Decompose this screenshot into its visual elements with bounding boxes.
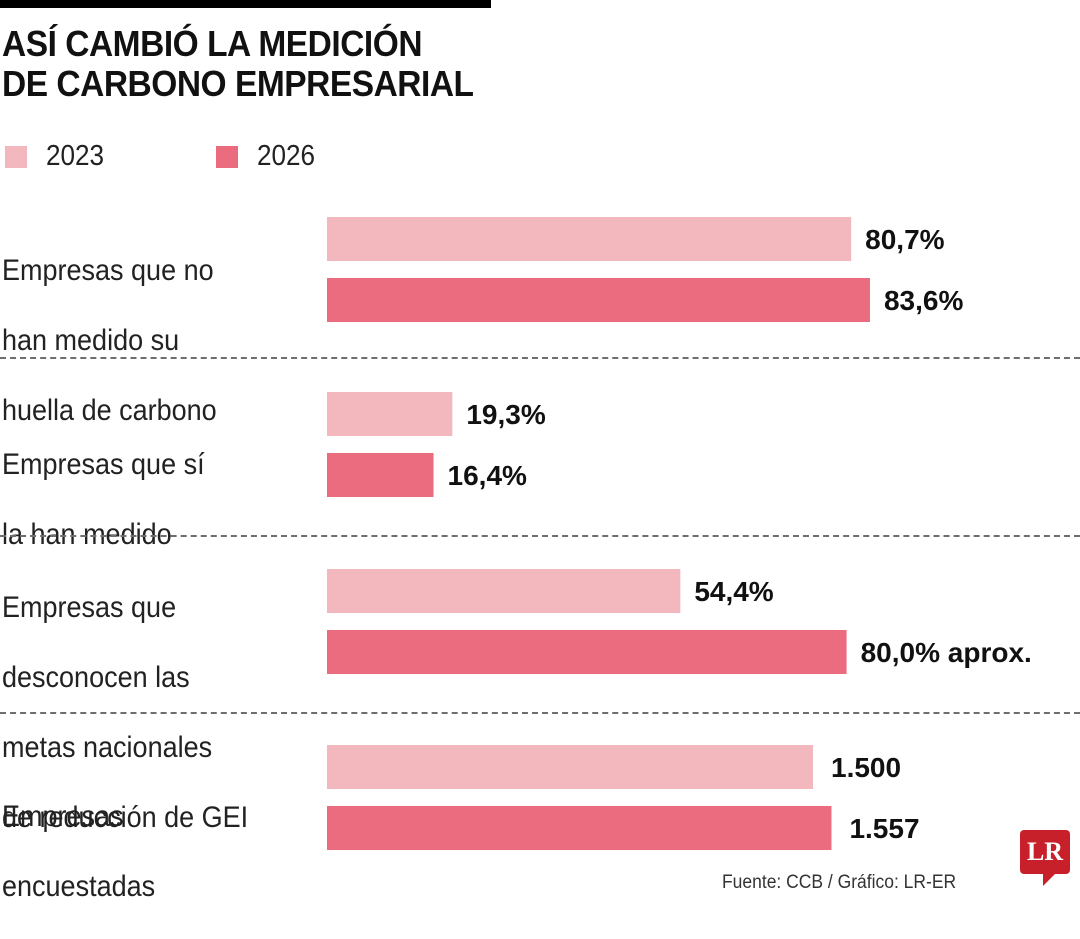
chart-title: ASÍ CAMBIÓ LA MEDICIÓN DE CARBONO EMPRES… [2,24,474,104]
category-label-line: Empresas que sí [2,448,205,481]
category-label-line: desconocen las [2,661,190,694]
bar-not-measured-2023 [327,217,852,261]
category-label-line: encuestadas [2,870,156,903]
category-label-line: han medido su [2,324,180,357]
category-label-surveyed: Empresas encuestadas [2,764,155,939]
bar-chart: 80,7% 19,3% 54,4% 1.500 83,6% 16,4% 80,0% apro… [327,217,1032,850]
value-label-not-measured-2023: 80,7% [865,224,944,255]
value-label-surveyed-2026: 1.557 [849,813,919,844]
legend-item-2026: 2026 [216,140,322,173]
category-label-line: Empresas que no [2,254,214,287]
group-divider [0,357,1080,359]
category-label-line: la han medido [2,518,172,551]
title-line-2: DE CARBONO EMPRESARIAL [2,63,474,104]
bar-surveyed-2023 [327,745,813,789]
bar-measured-2026 [327,453,434,497]
legend-swatch-2026 [216,145,238,168]
bar-surveyed-2026 [327,806,832,850]
value-label-unaware-goals-2023: 54,4% [694,576,773,607]
category-label-not-measured: Empresas que no han medido su huella de … [2,218,217,463]
category-label-unaware-goals: Empresas que desconocen las metas nacion… [2,555,248,870]
bar-unaware-goals-2026 [327,630,847,674]
value-label-measured-2026: 16,4% [448,460,527,491]
category-label-line: Empresas que [2,591,177,624]
value-label-surveyed-2023: 1.500 [831,752,901,783]
bar-unaware-goals-2023 [327,569,681,613]
legend-label-2026: 2026 [257,140,316,172]
title-line-1: ASÍ CAMBIÓ LA MEDICIÓN [2,23,423,64]
value-label-measured-2023: 19,3% [466,399,545,430]
lr-logo: LR [1020,830,1070,874]
bar-measured-2023 [327,392,453,436]
category-label-measured: Empresas que sí la han medido [2,412,205,587]
value-label-unaware-goals-2026: 80,0% aprox. [861,637,1032,668]
lr-logo-tail [1043,872,1057,886]
legend-item-2023: 2023 [5,140,111,173]
value-label-not-measured-2026: 83,6% [884,285,963,316]
category-label-line: huella de carbono [2,394,217,427]
top-rule [0,0,491,8]
category-label-line: de reducción de GEI [2,801,249,834]
legend-label-2023: 2023 [46,140,105,172]
legend-swatch-2023 [5,145,27,168]
category-label-line: Empresas [2,800,124,833]
group-divider [0,712,1080,714]
bar-not-measured-2026 [327,278,870,322]
source-note: Fuente: CCB / Gráfico: LR-ER [722,872,957,893]
group-divider [0,535,1080,537]
category-label-line: metas nacionales [2,731,213,764]
